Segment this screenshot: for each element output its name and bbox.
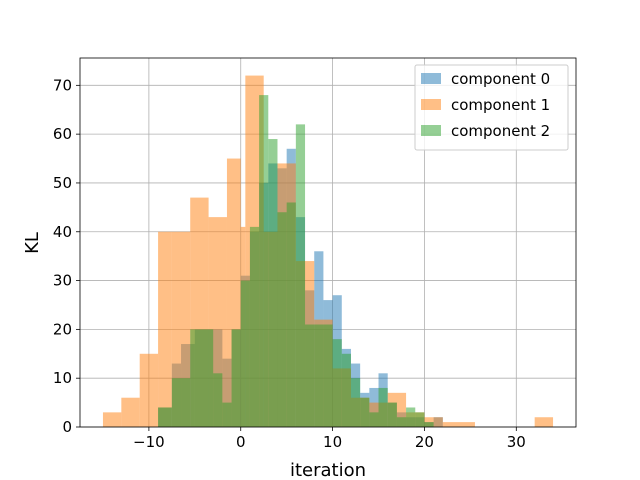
histogram-bar bbox=[277, 212, 287, 427]
histogram-bar bbox=[249, 226, 260, 427]
histogram-bar bbox=[424, 422, 434, 427]
histogram-bar bbox=[396, 417, 407, 427]
histogram-bar bbox=[341, 353, 351, 427]
x-tick-label: 0 bbox=[236, 433, 246, 451]
y-tick-label: 60 bbox=[53, 125, 72, 143]
histogram-bar bbox=[139, 353, 159, 427]
histogram-bar bbox=[534, 417, 554, 427]
legend-swatch bbox=[421, 99, 441, 110]
histogram-bar bbox=[222, 402, 232, 427]
histogram-bar bbox=[268, 139, 278, 427]
histogram-bar bbox=[415, 412, 425, 427]
histogram-bar bbox=[171, 378, 191, 427]
histogram-bar bbox=[305, 324, 315, 427]
x-tick-label: 10 bbox=[323, 433, 342, 451]
y-tick-label: 30 bbox=[53, 272, 72, 290]
x-tick-label: 20 bbox=[415, 433, 434, 451]
histogram-bar bbox=[323, 324, 333, 427]
histogram-bar bbox=[213, 373, 223, 427]
legend-label: component 2 bbox=[451, 122, 550, 140]
legend-label: component 0 bbox=[451, 70, 550, 88]
histogram-bar bbox=[231, 329, 241, 427]
histogram-bar bbox=[387, 402, 397, 427]
y-tick-label: 0 bbox=[62, 418, 72, 436]
histogram-bar bbox=[295, 124, 306, 427]
x-tick-label: 30 bbox=[507, 433, 526, 451]
histogram-bar bbox=[190, 329, 204, 427]
histogram-bar bbox=[286, 202, 296, 427]
histogram-bar bbox=[240, 280, 250, 427]
histogram-bar bbox=[158, 407, 172, 427]
y-tick-label: 50 bbox=[53, 174, 72, 192]
y-tick-label: 40 bbox=[53, 223, 72, 241]
histogram-bar bbox=[158, 231, 172, 427]
axis-ticks: −10 0 10 20 30 0 10 20 30 40 50 60 70 bbox=[53, 76, 526, 451]
histogram-bar bbox=[360, 397, 370, 427]
series-component-2 bbox=[158, 95, 434, 427]
histogram-bar bbox=[332, 339, 342, 427]
histogram-bar bbox=[378, 387, 388, 427]
histogram-bar bbox=[121, 397, 140, 427]
histogram-bars bbox=[102, 75, 554, 428]
histogram-bar bbox=[406, 407, 416, 427]
legend-swatch bbox=[421, 73, 441, 84]
legend-label: component 1 bbox=[451, 96, 550, 114]
histogram-bar bbox=[102, 412, 122, 427]
histogram-bar bbox=[314, 324, 324, 427]
legend-box bbox=[414, 64, 569, 151]
histogram-bar bbox=[442, 422, 475, 427]
x-axis-label: iteration bbox=[290, 460, 366, 480]
histogram-bar bbox=[204, 329, 214, 427]
histogram-bar bbox=[369, 412, 379, 427]
y-axis-label: KL bbox=[22, 232, 43, 254]
x-tick-label: −10 bbox=[133, 433, 165, 451]
y-tick-label: 10 bbox=[53, 369, 72, 387]
plot-frame bbox=[79, 57, 577, 428]
legend-swatch bbox=[421, 125, 441, 136]
y-tick-label: 20 bbox=[53, 320, 72, 338]
y-tick-label: 70 bbox=[53, 76, 72, 94]
histogram-bar bbox=[259, 95, 269, 427]
histogram-bar bbox=[350, 378, 361, 427]
legend: component 0 component 1 component 2 bbox=[414, 64, 569, 151]
